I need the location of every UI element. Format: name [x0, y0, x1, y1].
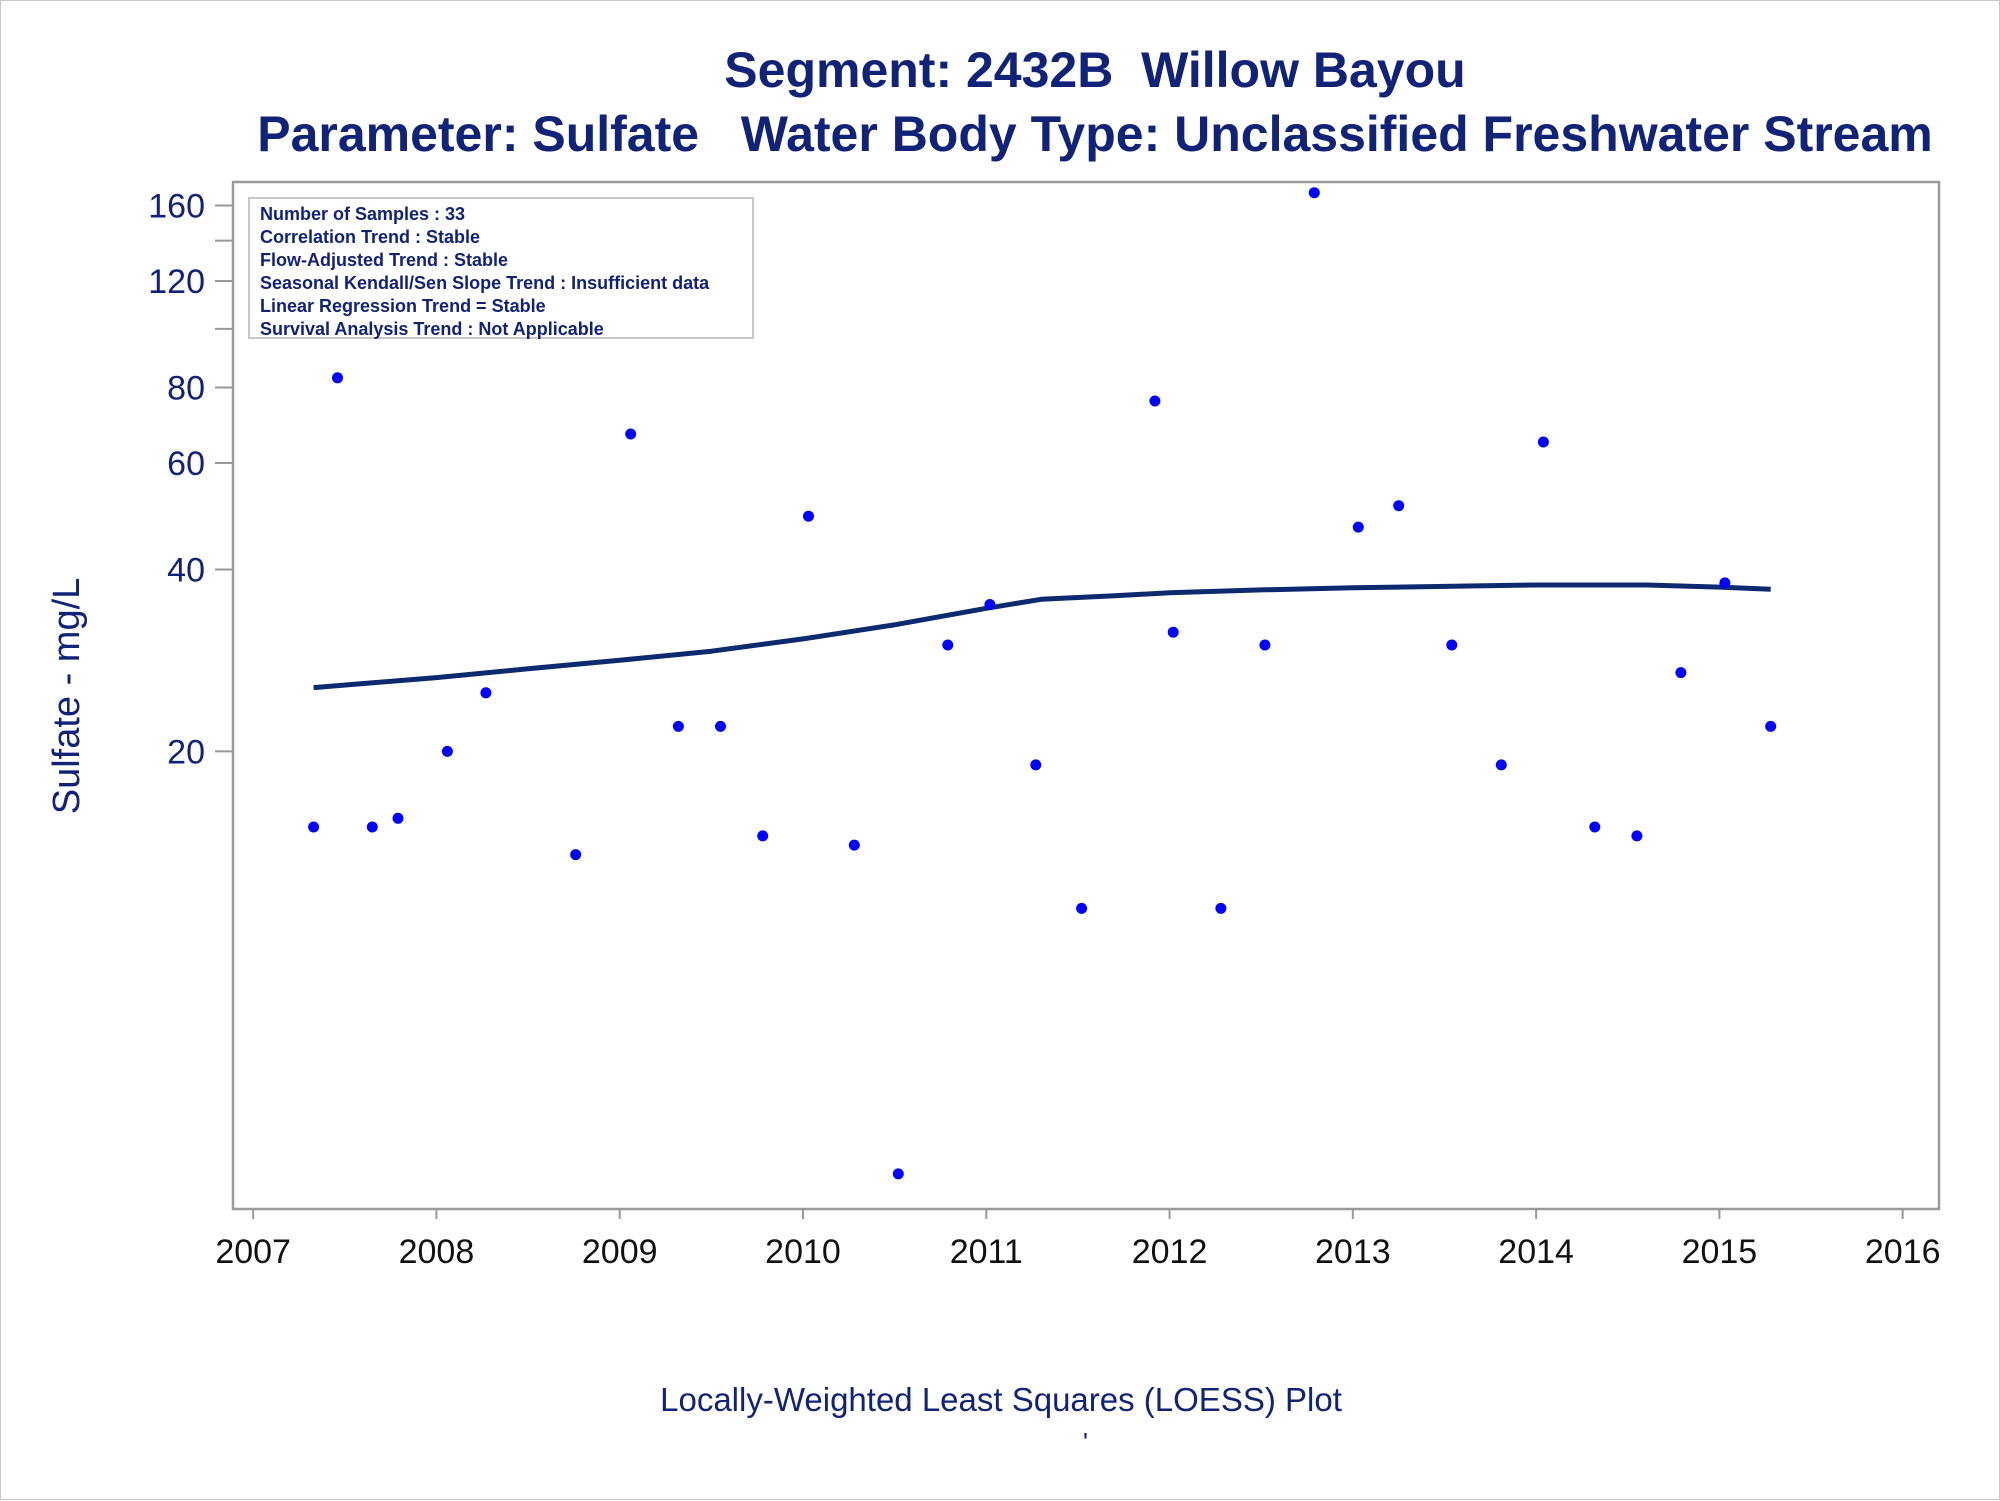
- info-line-survival-analysis: Survival Analysis Trend : Not Applicable: [260, 319, 604, 339]
- y-tick-label: 60: [167, 445, 205, 483]
- x-tick-label: 2015: [1682, 1233, 1758, 1271]
- sample-point: [1495, 759, 1507, 771]
- sample-point: [672, 720, 684, 732]
- sample-point: [1352, 521, 1364, 533]
- sample-point: [848, 839, 860, 851]
- sample-point: [892, 1168, 904, 1180]
- sample-point: [570, 849, 582, 861]
- info-line-samples: Number of Samples : 33: [260, 204, 466, 224]
- info-line-correlation: Correlation Trend : Stable: [260, 227, 481, 247]
- x-tick-label: 2016: [1865, 1233, 1941, 1271]
- x-tick-label: 2008: [399, 1233, 475, 1271]
- chart-footnote: Locally-Weighted Least Squares (LOESS) P…: [660, 1381, 1342, 1418]
- footnote-mark: ': [1083, 1427, 1088, 1457]
- x-tick-label: 2010: [765, 1233, 841, 1271]
- y-tick-label: 80: [167, 369, 205, 407]
- sample-point: [1215, 902, 1227, 914]
- x-tick-label: 2011: [950, 1233, 1023, 1271]
- sample-point: [1719, 577, 1731, 589]
- sample-point: [1076, 902, 1088, 914]
- sample-point: [1167, 626, 1179, 638]
- x-tick-label: 2007: [215, 1233, 291, 1271]
- chart-subtitle: Parameter: Sulfate Water Body Type: Uncl…: [257, 106, 1933, 162]
- y-tick-label: 120: [148, 263, 205, 301]
- info-line-flow-adjusted: Flow-Adjusted Trend : Stable: [260, 250, 509, 270]
- sample-point: [625, 428, 637, 440]
- x-tick-label: 2012: [1132, 1233, 1208, 1271]
- sample-point: [392, 812, 404, 824]
- sample-point: [1393, 500, 1405, 512]
- sample-point: [715, 720, 726, 732]
- plot-frame: [231, 180, 1941, 1211]
- y-tick-label: 40: [167, 551, 205, 589]
- info-line-linear-regression: Linear Regression Trend = Stable: [260, 296, 546, 316]
- info-line-seasonal-kendall: Seasonal Kendall/Sen Slope Trend : Insuf…: [260, 273, 710, 293]
- sample-point: [1308, 187, 1320, 199]
- x-tick-label: 2013: [1315, 1233, 1391, 1271]
- y-tick-label: 160: [148, 188, 205, 226]
- trend-info-box: Number of Samples : 33 Correlation Trend…: [248, 197, 754, 339]
- sample-point: [332, 372, 343, 384]
- sample-point: [984, 599, 996, 610]
- sample-point: [1589, 821, 1601, 833]
- sample-point: [1030, 759, 1042, 771]
- sample-point: [1149, 395, 1161, 407]
- sample-point: [1765, 720, 1777, 732]
- sample-point: [1537, 436, 1549, 448]
- sample-point: [803, 510, 814, 522]
- sample-point: [1631, 830, 1643, 842]
- y-tick-label: 20: [167, 733, 205, 771]
- sample-point: [1446, 639, 1458, 651]
- sample-point: [480, 687, 492, 699]
- x-tick-label: 2009: [582, 1233, 658, 1271]
- sample-point: [942, 639, 954, 651]
- sample-point: [308, 821, 320, 833]
- sample-point: [441, 745, 453, 757]
- chart-title: Segment: 2432B Willow Bayou: [724, 42, 1466, 98]
- sample-point: [1259, 639, 1271, 651]
- loess-trend-line: [313, 582, 1771, 691]
- sample-point: [366, 821, 378, 833]
- sample-point: [1675, 667, 1687, 679]
- x-tick-label: 2014: [1498, 1233, 1574, 1271]
- y-axis-label: Sulfate - mg/L: [46, 578, 88, 815]
- sample-point: [757, 830, 769, 842]
